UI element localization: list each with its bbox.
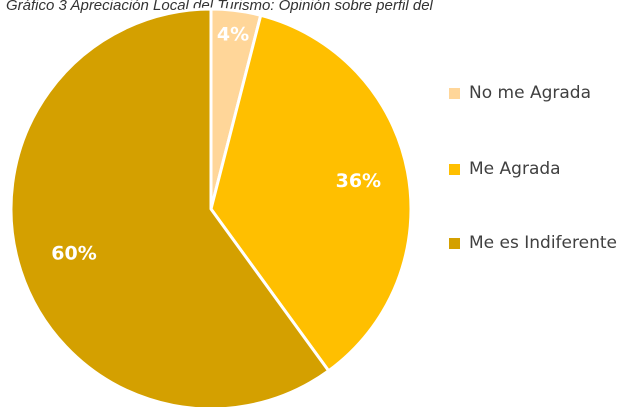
- pie-label-no-me-agrada: 4%: [217, 23, 249, 45]
- legend-swatch-no-me-agrada: [449, 88, 460, 99]
- legend-label-me-es-indiferente: Me es Indiferente: [469, 233, 617, 253]
- pie-slices: [9, 7, 413, 407]
- chart-title: Gráfico 3 Apreciación Local del Turismo:…: [6, 0, 433, 14]
- legend-item-no-me-agrada: No me Agrada: [449, 80, 624, 107]
- pie-label-me-es-indiferente: 60%: [51, 242, 96, 264]
- legend-swatch-me-es-indiferente: [449, 238, 460, 249]
- legend-label-no-me-agrada: No me Agrada: [469, 83, 591, 103]
- legend-item-me-es-indiferente: Me es Indiferente: [449, 230, 624, 257]
- legend-swatch-me-agrada: [449, 164, 460, 175]
- pie-slice-me-es-indiferente: [9, 7, 331, 407]
- legend-label-me-agrada: Me Agrada: [469, 159, 561, 179]
- legend-item-me-agrada: Me Agrada: [449, 156, 624, 183]
- pie-label-me-agrada: 36%: [336, 170, 381, 192]
- pie-slice-me-agrada: [209, 13, 413, 373]
- pie-slice-labels: 4% 36% 60%: [51, 23, 381, 264]
